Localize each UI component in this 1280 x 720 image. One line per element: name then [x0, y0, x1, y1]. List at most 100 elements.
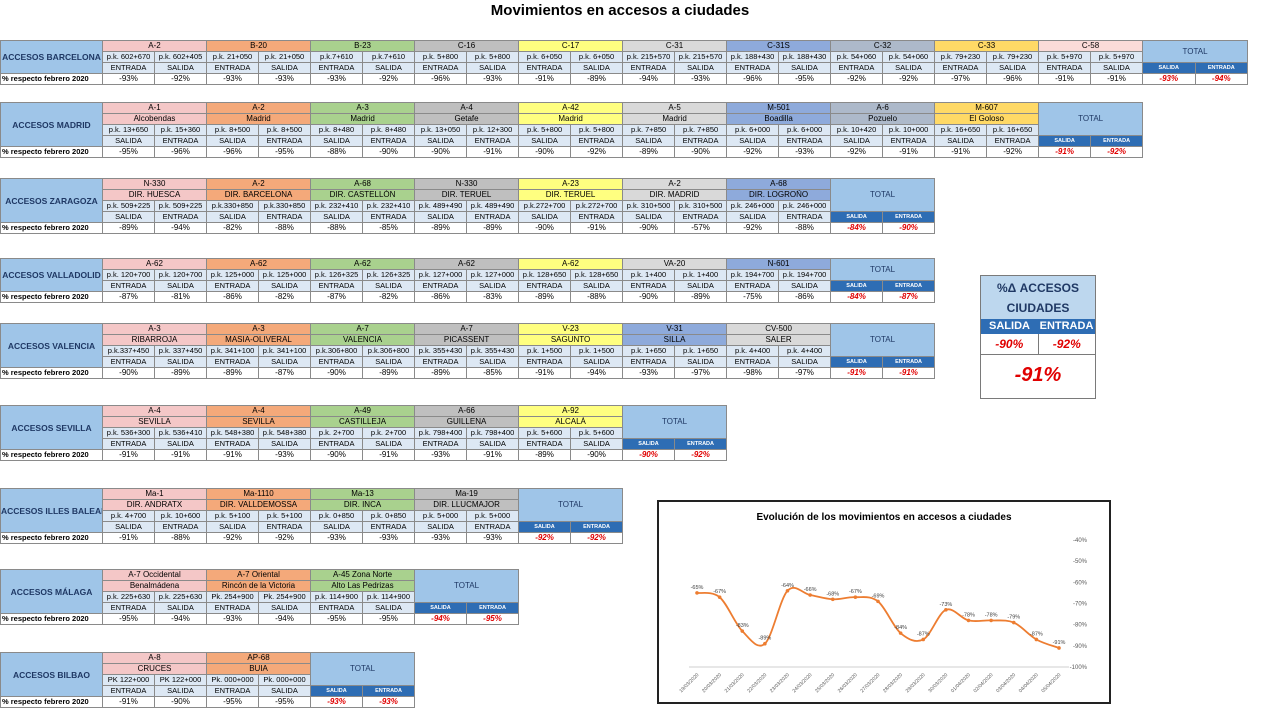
city-name: ACCESOS BARCELONA	[0, 40, 103, 74]
pk-value: p.k. 246+000	[778, 200, 832, 212]
city-name: ACCESOS VALLADOLID	[0, 258, 103, 292]
city-block: ACCESOS SEVILLA A-4 A-4 A-49 A-66 A-92 TOTAL SE…	[0, 405, 728, 461]
data-point	[695, 591, 699, 595]
road-direction: Benalmádena	[102, 580, 207, 592]
pct-value: -90%	[310, 367, 364, 379]
pct-value: -95%	[778, 73, 832, 85]
direction-label: SALIDA	[362, 438, 416, 450]
x-tick-label: 27/03/2020	[859, 672, 881, 694]
direction-label: ENTRADA	[830, 62, 884, 74]
city-name: ACCESOS SEVILLA	[0, 405, 103, 450]
pct-value: -95%	[102, 146, 155, 158]
road-direction: CRUCES	[101, 663, 208, 675]
data-point	[808, 593, 812, 597]
road-direction: BUIA	[206, 663, 312, 675]
data-point	[785, 589, 790, 593]
road-direction: SAGUNTO	[518, 334, 624, 346]
road-direction: Rincón de la Victoria	[206, 580, 311, 592]
road-name: Ma-13	[310, 488, 416, 500]
pct-value: -75%	[726, 291, 780, 303]
summary-title: %Δ ACCESOS CIUDADES	[981, 276, 1095, 319]
row-label: % respecto febrero 2020	[0, 291, 103, 303]
direction-label: SALIDA	[570, 438, 624, 450]
road-name: A-2	[101, 40, 208, 52]
total-entrada-value: -92%	[570, 532, 624, 544]
direction-label: SALIDA	[778, 62, 832, 74]
pk-value: p.k. 225+630	[154, 591, 207, 603]
direction-label: ENTRADA	[258, 135, 312, 147]
road-name: A-92	[518, 405, 624, 417]
total-entrada-label: ENTRADA	[570, 521, 624, 533]
direction-label: SALIDA	[518, 211, 572, 223]
city-block: ACCESOS VALLADOLID A-62 A-62 A-62 A-62 A-62 VA…	[0, 258, 936, 303]
pk-value: p.k.272+700	[518, 200, 572, 212]
x-tick-label: 05/04/2020	[1040, 672, 1062, 694]
pct-value: -92%	[206, 532, 260, 544]
data-label: -67%	[713, 589, 726, 595]
road-name: A-62	[310, 258, 415, 270]
direction-label: SALIDA	[310, 521, 364, 533]
direction-label: SALIDA	[154, 280, 207, 292]
pct-value: -95%	[102, 613, 155, 625]
road-direction: RIBARROJA	[101, 334, 208, 346]
road-name: N-601	[726, 258, 832, 270]
row-label: % respecto febrero 2020	[0, 73, 103, 85]
road-name: C-58	[1038, 40, 1144, 52]
direction-label: SALIDA	[153, 438, 208, 450]
direction-label: SALIDA	[622, 211, 676, 223]
total-header: TOTAL	[830, 178, 936, 212]
direction-label: SALIDA	[778, 280, 832, 292]
city-name: ACCESOS MADRID	[0, 102, 103, 147]
road-name: A-4	[206, 405, 312, 417]
pct-value: -92%	[830, 146, 884, 158]
direction-label: ENTRADA	[153, 521, 208, 533]
pk-value: p.k. 188+430	[726, 51, 780, 63]
pk-value: p.k. 120+700	[154, 269, 207, 281]
road-direction: Boadilla	[726, 113, 832, 125]
pk-value: p.k. 1+500	[518, 345, 572, 357]
direction-label: ENTRADA	[206, 685, 260, 697]
pk-value: p.k. 6+000	[778, 124, 832, 136]
pk-value: p.k. 5+100	[206, 510, 260, 522]
direction-label: ENTRADA	[674, 211, 728, 223]
pk-value: p.k. 5+800	[466, 51, 520, 63]
pct-value: -89%	[466, 222, 520, 234]
pk-value: p.k. 4+400	[778, 345, 832, 357]
pct-value: -57%	[674, 222, 728, 234]
total-salida-label: SALIDA	[310, 685, 364, 697]
pk-value: p.k. 13+050	[414, 124, 468, 136]
total-entrada-value: -91%	[882, 367, 936, 379]
direction-label: SALIDA	[570, 356, 624, 368]
direction-label: ENTRADA	[258, 211, 312, 223]
pk-value: p.k. 12+300	[466, 124, 520, 136]
city-block: ACCESOS MÁLAGA A-7 Occidental A-7 Oriental…	[0, 569, 520, 625]
pct-value: -96%	[726, 73, 780, 85]
total-salida-label: SALIDA	[622, 438, 676, 450]
direction-label: ENTRADA	[518, 438, 572, 450]
pct-value: -93%	[778, 146, 832, 158]
total-header: TOTAL	[830, 323, 936, 357]
pk-value: p.k. 0+850	[362, 510, 416, 522]
pct-value: -90%	[518, 222, 572, 234]
pk-value: Pk. 254+900	[258, 591, 311, 603]
direction-label: ENTRADA	[726, 356, 780, 368]
road-direction: DIR. CASTELLÓN	[310, 189, 416, 201]
pk-value: p.k. 1+400	[622, 269, 675, 281]
data-label: -78%	[962, 612, 975, 618]
summary-salida-value: -90%	[981, 334, 1039, 354]
pct-value: -87%	[102, 291, 155, 303]
pct-value: -96%	[153, 146, 208, 158]
road-direction: CASTILLEJA	[310, 416, 416, 428]
direction-label: SALIDA	[153, 685, 208, 697]
road-name: C-17	[518, 40, 624, 52]
direction-label: SALIDA	[726, 135, 780, 147]
direction-label: ENTRADA	[518, 62, 572, 74]
pk-value: p.k. 5+970	[1038, 51, 1092, 63]
direction-label: SALIDA	[518, 135, 572, 147]
pct-value: -88%	[570, 291, 623, 303]
road-direction: SALER	[726, 334, 832, 346]
road-direction: Madrid	[518, 113, 624, 125]
city-block: ACCESOS MADRID A-1 A-2 A-3 A-4 A-42 A-5 M-501 A-…	[0, 102, 1144, 158]
direction-label: SALIDA	[414, 521, 468, 533]
city-block: ACCESOS BARCELONA A-2 B-20 B-23 C-16 C-17 C-31…	[0, 40, 1249, 85]
